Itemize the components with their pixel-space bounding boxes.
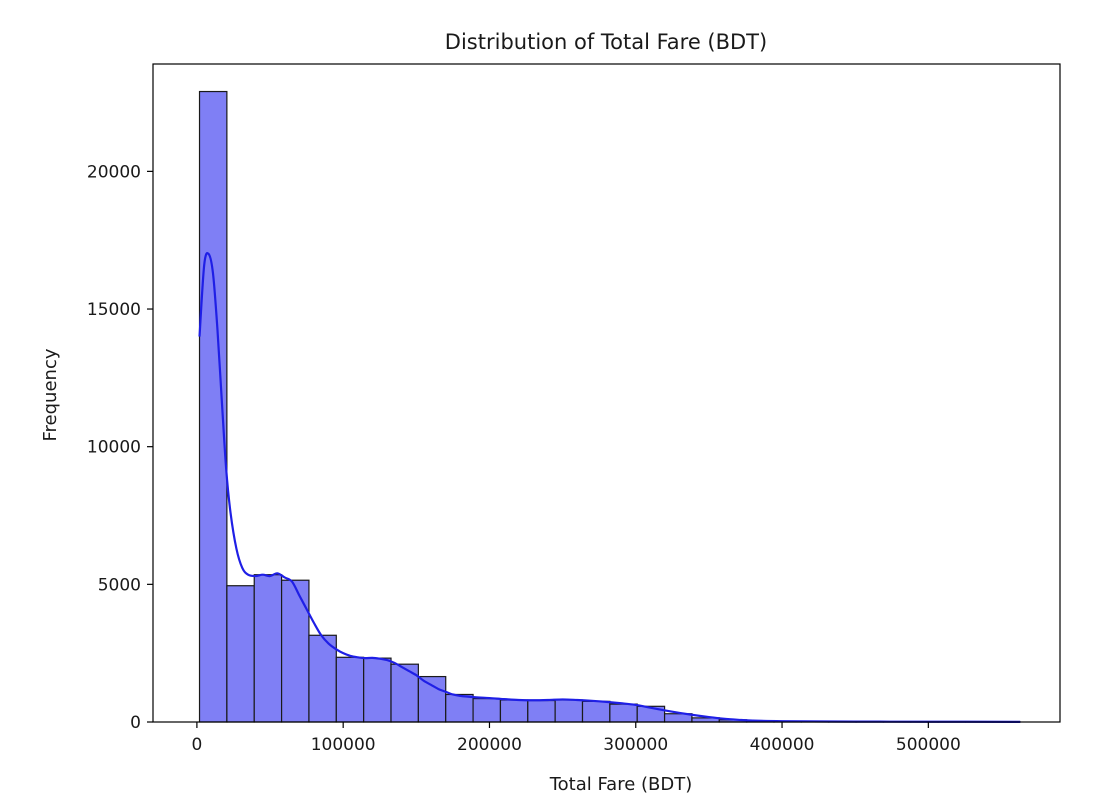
y-axis-label: Frequency xyxy=(40,348,61,441)
y-tick-label: 15000 xyxy=(87,300,141,320)
y-axis-ticks: 0 5000 10000 15000 20000 xyxy=(87,162,153,733)
x-tick-label: 300000 xyxy=(603,735,668,755)
histogram-bar-5 xyxy=(309,635,336,722)
x-tick-label: 400000 xyxy=(750,735,815,755)
histogram-bar-10 xyxy=(446,694,473,722)
x-tick-label: 0 xyxy=(191,735,202,755)
y-tick-label: 5000 xyxy=(98,575,141,595)
histogram-bar-2 xyxy=(227,586,254,722)
y-tick-label: 10000 xyxy=(87,438,141,458)
histogram-bar-3 xyxy=(254,575,281,722)
y-tick-label: 0 xyxy=(130,713,141,733)
histogram-bar-4 xyxy=(282,580,309,722)
histogram-bar-9 xyxy=(418,677,445,722)
histogram-bar-14 xyxy=(555,700,582,722)
histogram-bar-6 xyxy=(336,657,363,722)
x-axis-ticks: 0 100000 200000 300000 400000 500000 xyxy=(191,722,960,755)
histogram-bar-7 xyxy=(364,658,391,722)
x-axis-label: Total Fare (BDT) xyxy=(549,774,693,795)
histogram-bar-16 xyxy=(610,704,637,722)
histogram-bar-13 xyxy=(528,701,555,722)
y-tick-label: 20000 xyxy=(87,162,141,182)
chart-title: Distribution of Total Fare (BDT) xyxy=(445,30,767,54)
x-tick-label: 500000 xyxy=(896,735,961,755)
histogram-bar-12 xyxy=(500,700,527,722)
histogram-bar-15 xyxy=(583,701,610,722)
histogram-bars xyxy=(200,92,1021,722)
x-tick-label: 100000 xyxy=(311,735,376,755)
x-tick-label: 200000 xyxy=(457,735,522,755)
histogram-bar-11 xyxy=(473,699,500,722)
